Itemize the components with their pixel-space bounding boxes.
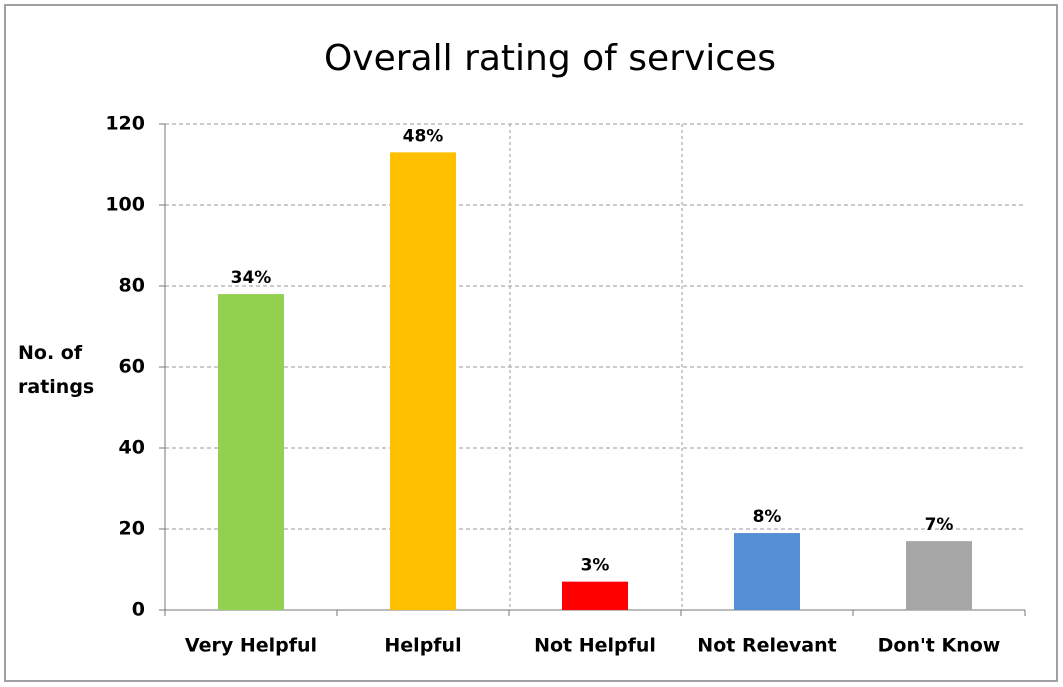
bar [218, 294, 284, 610]
y-tick-label: 80 [119, 275, 145, 297]
bar [734, 533, 800, 610]
x-tick-label: Very Helpful [185, 635, 317, 657]
bar [562, 581, 628, 610]
data-label: 8% [753, 507, 782, 527]
y-tick-label: 120 [105, 113, 145, 135]
y-tick-label: 20 [119, 518, 145, 540]
x-tick-label: Don't Know [878, 635, 1001, 657]
y-tick-label: 60 [119, 356, 145, 378]
y-axis-label: No. of ratings [18, 342, 95, 398]
bar [390, 152, 456, 610]
x-tick-label: Helpful [384, 635, 461, 657]
chart-title: Overall rating of services [324, 38, 776, 79]
x-tick-label: Not Helpful [534, 635, 656, 657]
x-tick-label: Not Relevant [697, 635, 836, 657]
data-label: 3% [581, 556, 610, 576]
y-tick-label: 40 [119, 437, 145, 459]
y-tick-label: 100 [105, 194, 145, 216]
y-tick-label: 0 [132, 599, 145, 621]
data-label: 48% [403, 126, 444, 146]
chart-border [4, 4, 1058, 682]
bar [906, 541, 972, 610]
data-label: 34% [231, 268, 272, 288]
data-label: 7% [925, 515, 954, 535]
